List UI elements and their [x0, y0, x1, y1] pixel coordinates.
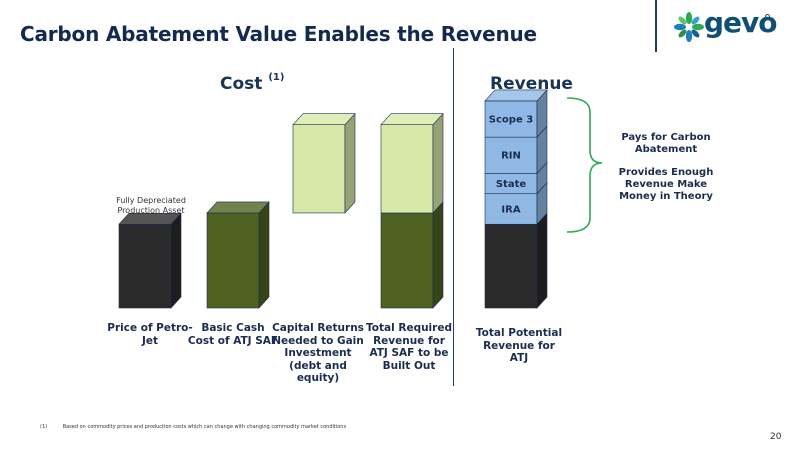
fully-depreciated-note: Fully Depreciated Production Asset	[116, 196, 186, 215]
bar-3-segment-0	[380, 212, 434, 309]
registered-mark	[765, 14, 770, 19]
category-label-1: Basic Cash Cost of ATJ SAF	[187, 322, 279, 347]
footnote-marker: (1)	[40, 424, 48, 430]
header-divider	[655, 0, 657, 52]
cost-heading-label: Cost	[220, 74, 263, 94]
bar-4-segment-label-2: State	[496, 179, 527, 190]
bar-3-top-face	[380, 113, 444, 125]
revenue-brace	[566, 97, 603, 233]
category-label-0: Price of Petro-Jet	[107, 322, 193, 347]
revenue-heading: Revenue	[490, 74, 573, 94]
bar-3-segment-1	[380, 124, 434, 214]
bar-4-segment-0	[484, 223, 538, 309]
page-title: Carbon Abatement Value Enables the Reven…	[20, 22, 537, 46]
bar-0-top-face	[118, 212, 182, 225]
bar-1-segment-0	[206, 212, 260, 309]
bar-4-segment-label-4: Scope 3	[489, 115, 533, 126]
brace-text-revenue: Provides Enough Revenue Make Money in Th…	[618, 167, 714, 202]
brace-annotation: Pays for Carbon Abatement Provides Enoug…	[618, 132, 714, 214]
footnote: (1) Based on commodity prices and produc…	[40, 424, 346, 430]
cost-footnote-marker: (1)	[268, 72, 285, 83]
bar-0-segment-0-side	[170, 212, 182, 309]
bar-4-segment-label-1: IRA	[501, 204, 520, 215]
bar-1-top-face	[206, 201, 270, 214]
gevo-leaf-logo-icon	[674, 12, 704, 42]
bar-3-segment-0-side	[432, 201, 444, 309]
category-label-2: Capital Returns Needed to Gain Investmen…	[272, 322, 364, 384]
bar-4-segment-label-3: RIN	[501, 151, 521, 162]
bar-4-segment-1	[484, 193, 538, 225]
logo-wordmark: gevo	[704, 6, 778, 39]
brace-text-carbon: Pays for Carbon Abatement	[621, 132, 711, 155]
bar-4-segment-0-side	[536, 212, 548, 309]
bar-2-segment-0-side	[344, 112, 356, 214]
bar-2-top-face	[292, 113, 356, 125]
bar-0-segment-0	[118, 223, 172, 309]
cost-heading: Cost (1)	[220, 72, 285, 94]
bar-3-segment-1-side	[432, 112, 444, 214]
category-label-3: Total Required Revenue for ATJ SAF to be…	[366, 322, 452, 372]
page-number: 20	[770, 432, 782, 442]
bar-2-segment-0	[292, 124, 346, 214]
cost-revenue-divider	[453, 48, 454, 386]
footnote-text: Based on commodity prices and production…	[62, 424, 347, 430]
category-label-4: Total Potential Revenue for ATJ	[475, 327, 563, 364]
bar-4-top-face	[484, 89, 548, 102]
bar-1-segment-0-side	[258, 201, 270, 309]
